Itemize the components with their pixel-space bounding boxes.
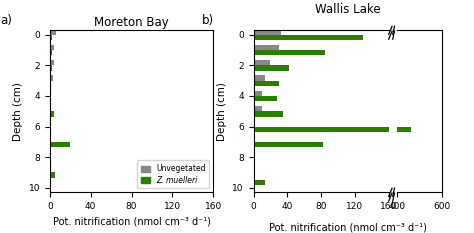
Text: b): b) [202, 14, 214, 27]
Bar [50, 75, 53, 81]
Bar [50, 142, 70, 147]
Bar [254, 96, 277, 101]
Bar [254, 81, 279, 86]
Text: Wallis Lake: Wallis Lake [315, 3, 381, 16]
Bar [50, 167, 51, 172]
Bar [50, 137, 51, 142]
X-axis label: Pot. nitrification (nmol cm⁻³ d⁻¹): Pot. nitrification (nmol cm⁻³ d⁻¹) [53, 216, 210, 226]
Bar [254, 180, 265, 185]
Bar [254, 65, 289, 71]
Legend: Unvegetated, Z. muelleri: Unvegetated, Z. muelleri [137, 161, 210, 188]
Bar [50, 60, 54, 65]
Title: Moreton Bay: Moreton Bay [94, 16, 169, 29]
Bar [254, 111, 283, 116]
Text: Pot. nitrification (nmol cm⁻³ d⁻¹): Pot. nitrification (nmol cm⁻³ d⁻¹) [269, 223, 427, 233]
Bar [50, 91, 51, 96]
Bar [50, 35, 52, 40]
Bar [254, 127, 389, 132]
Bar [50, 106, 51, 111]
Bar [307, 127, 410, 132]
Bar [50, 81, 51, 86]
Bar [254, 30, 281, 35]
Bar [254, 91, 262, 96]
Bar [254, 60, 271, 65]
Bar [254, 142, 323, 147]
Bar [50, 121, 51, 127]
Bar [50, 127, 51, 132]
Y-axis label: Depth (cm): Depth (cm) [217, 82, 227, 141]
Bar [254, 50, 325, 55]
Bar [50, 30, 56, 35]
Bar [254, 106, 262, 111]
Bar [50, 65, 52, 71]
Bar [50, 50, 52, 55]
Bar [254, 35, 364, 40]
Bar [254, 45, 279, 50]
Bar [50, 172, 55, 178]
Text: a): a) [1, 14, 13, 27]
Bar [50, 96, 51, 101]
Bar [254, 75, 265, 81]
Bar [50, 45, 54, 50]
Bar [50, 111, 54, 116]
Y-axis label: Depth (cm): Depth (cm) [13, 82, 23, 141]
